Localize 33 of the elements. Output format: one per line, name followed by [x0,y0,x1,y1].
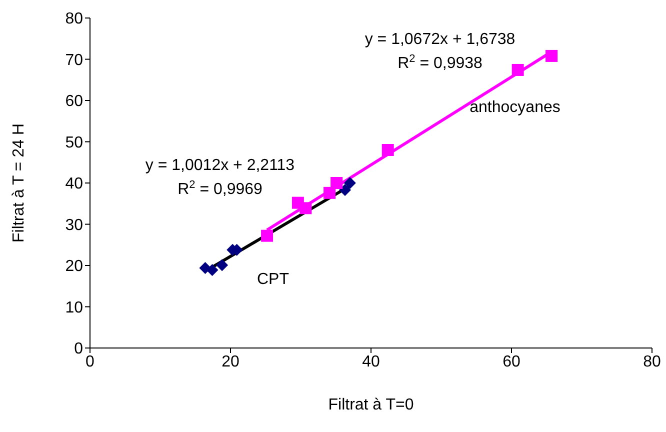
x-tick-label: 20 [222,353,240,370]
y-tick-label: 40 [65,176,84,193]
y-tick-label: 30 [65,216,84,234]
point [382,144,394,156]
series-label: anthocyanes [470,99,560,116]
point [546,50,558,62]
annotation: y = 1,0672x + 1,6738 [364,31,516,48]
y-tick-label: 10 [65,299,84,316]
point [324,186,336,199]
x-tick-label: 80 [643,353,661,370]
point [512,64,524,76]
point [206,264,218,276]
y-tick-label: 60 [65,93,84,110]
y-tick-label: 70 [65,52,84,69]
y-tick-label: 20 [65,258,84,276]
annotation: y = 1,0012x + 2,2113 [145,157,295,174]
y-axis-title: Filtrat à T = 24 H [10,123,28,243]
x-tick-label: 0 [86,353,95,370]
y-tick-label: 0 [74,340,84,358]
point [300,202,312,214]
y-tick-label: 80 [65,10,84,28]
annotation: R$^{2}$ = 0,9938 [398,53,483,72]
annotation: R$^{2}$ = 0,9969 [178,179,263,198]
y-tick-label: 50 [65,134,84,152]
x-axis-title: Filtrat à T=0 [328,396,414,414]
series-label: CPT [257,271,290,288]
point [261,230,274,242]
point [344,177,356,189]
x-tick-label: 40 [362,353,380,370]
point [216,259,228,272]
point [339,184,352,196]
x-tick-label: 60 [502,353,520,370]
point [330,177,343,189]
